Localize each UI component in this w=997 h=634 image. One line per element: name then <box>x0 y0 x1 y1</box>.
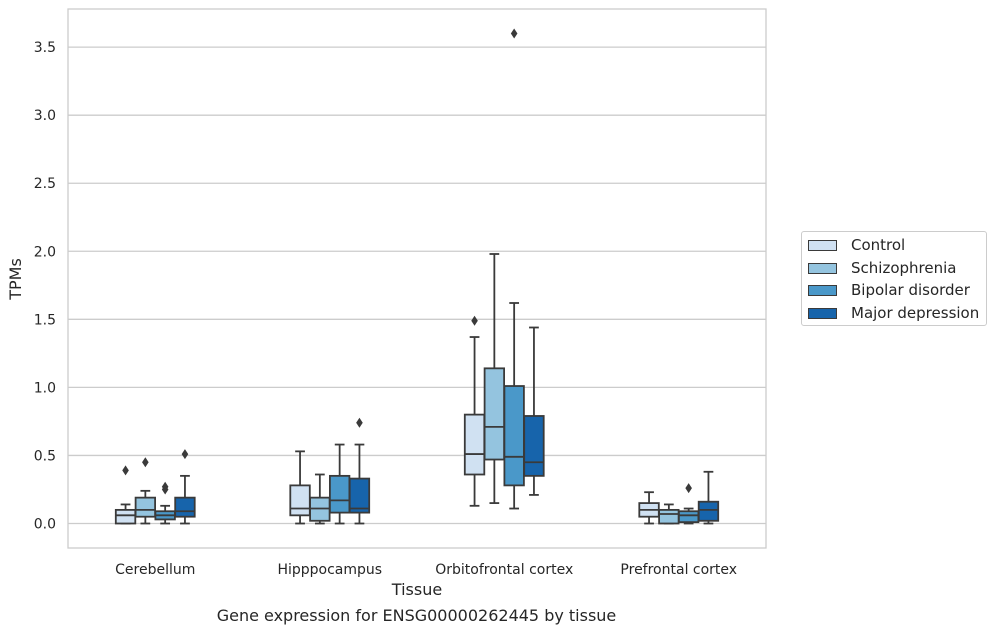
legend-label: Control <box>851 236 906 254</box>
boxes <box>114 28 720 525</box>
box <box>174 449 196 525</box>
box <box>638 491 660 525</box>
y-tick-label: 3.0 <box>34 108 56 124</box>
y-axis-label: TPMs <box>6 258 25 301</box>
y-tick-labels: 0.0 0.5 1.0 1.5 2.0 2.5 3.0 3.5 <box>34 40 56 532</box>
legend-label: Major depression <box>851 304 980 322</box>
box-body <box>134 496 157 518</box>
legend-item-schizophrenia: Schizophrenia <box>808 258 956 278</box>
box-body <box>523 415 545 477</box>
outlier-point <box>142 457 149 468</box>
legend: Control Schizophrenia Bipolar disorder M… <box>801 231 987 326</box>
x-tick-label: Cerebellum <box>115 562 195 578</box>
box-body <box>483 367 506 461</box>
legend-item-bipolar-disorder: Bipolar disorder <box>808 280 970 300</box>
box <box>328 443 351 525</box>
box <box>289 450 311 525</box>
box <box>697 470 720 525</box>
box-body <box>678 510 700 524</box>
box <box>483 253 506 504</box>
legend-swatch <box>808 307 837 319</box>
outlier-point <box>685 483 692 494</box>
box-body <box>174 496 196 518</box>
outlier-point <box>122 465 129 476</box>
box-body <box>328 474 351 514</box>
y-tick-label: 3.5 <box>34 40 56 56</box>
x-tick-label: Orbitofrontal cortex <box>435 562 573 578</box>
x-tick-label: Hipppocampus <box>277 562 382 578</box>
x-tick-label: Prefrontal cortex <box>620 562 737 578</box>
outlier-point <box>510 28 518 39</box>
box <box>658 503 680 525</box>
y-tick-label: 0.0 <box>34 517 56 533</box>
box <box>114 465 137 525</box>
box <box>523 326 545 496</box>
outlier-point <box>181 449 189 460</box>
box-body <box>348 477 371 514</box>
box-body <box>289 484 311 517</box>
plot-frame <box>67 8 767 549</box>
y-tick-label: 2.5 <box>34 176 56 192</box>
outlier-point <box>356 417 363 428</box>
legend-item-major-depression: Major depression <box>808 303 979 323</box>
box-body <box>463 413 486 476</box>
y-tick-label: 1.0 <box>34 380 56 396</box>
box <box>309 473 331 525</box>
legend-item-control: Control <box>808 235 905 255</box>
x-axis-label: Tissue <box>391 580 442 599</box>
figure-caption: Gene expression for ENSG00000262445 by t… <box>216 606 617 625</box>
box <box>154 481 176 525</box>
box <box>134 457 157 525</box>
legend-swatch <box>808 262 837 274</box>
box <box>503 28 525 510</box>
legend-swatch <box>808 239 837 251</box>
legend-swatch <box>808 284 837 296</box>
box-body <box>658 508 680 525</box>
y-tick-label: 0.5 <box>34 448 56 464</box>
legend-label: Bipolar disorder <box>851 281 970 299</box>
y-tick-label: 1.5 <box>34 312 56 328</box>
y-tick-label: 2.0 <box>34 244 56 260</box>
box <box>463 315 486 507</box>
box-body <box>697 500 720 522</box>
gridlines <box>68 46 766 525</box>
legend-label: Schizophrenia <box>851 259 957 277</box>
outlier-point <box>471 315 478 326</box>
box <box>678 483 700 525</box>
box <box>348 417 371 525</box>
box-body <box>503 385 525 487</box>
box-body <box>114 508 137 525</box>
x-tick-labels: Cerebellum Hipppocampus Orbitofrontal cort… <box>115 562 737 578</box>
outlier-point <box>161 481 169 492</box>
